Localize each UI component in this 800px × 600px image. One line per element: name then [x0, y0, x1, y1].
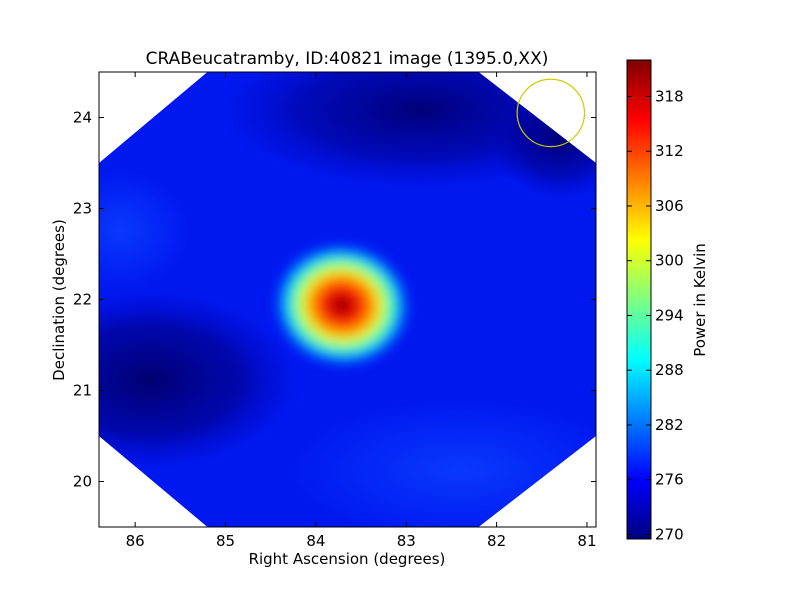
y-tick-label: 20: [73, 473, 92, 491]
colorbar-tick-label: 288: [655, 361, 684, 379]
plot-area: 86 85 84 83 82 81 20 21 22 23 24: [73, 71, 597, 550]
colorbar-bar: [626, 59, 652, 540]
colorbar-tick-label: 294: [655, 306, 684, 324]
colorbar-tick-label: 306: [655, 197, 684, 215]
y-axis: 20 21 22 23 24: [73, 109, 596, 491]
colorbar-ticks: 270 276 282 288 294 300 306 312 318: [627, 87, 684, 543]
colorbar-label: Power in Kelvin: [691, 243, 709, 357]
colorbar-tick-label: 312: [655, 142, 684, 160]
beam-circle: [516, 78, 586, 148]
chart-title: CRABeucatramby, ID:40821 image (1395.0,X…: [146, 49, 549, 69]
source-peak: [271, 240, 413, 370]
y-axis-label: Declination (degrees): [50, 219, 68, 381]
y-tick-label: 21: [73, 382, 92, 400]
y-tick-label: 23: [73, 200, 92, 218]
x-tick-label: 83: [397, 532, 416, 550]
colorbar: 270 276 282 288 294 300 306 312 318 Power in Kel…: [626, 59, 709, 543]
colorbar-tick-label: 270: [655, 525, 684, 543]
colorbar-tick-label: 318: [655, 87, 684, 105]
x-tick-label: 86: [126, 532, 145, 550]
x-axis-label: Right Ascension (degrees): [249, 550, 446, 568]
x-tick-label: 82: [487, 532, 506, 550]
x-axis: 86 85 84 83 82 81: [126, 72, 597, 550]
x-tick-label: 84: [306, 532, 325, 550]
x-tick-label: 85: [216, 532, 235, 550]
y-tick-label: 24: [73, 109, 92, 127]
colorbar-tick-label: 276: [655, 471, 684, 489]
colorbar-tick-label: 300: [655, 252, 684, 270]
colorbar-tick-label: 282: [655, 416, 684, 434]
x-tick-label: 81: [577, 532, 596, 550]
y-tick-label: 22: [73, 291, 92, 309]
